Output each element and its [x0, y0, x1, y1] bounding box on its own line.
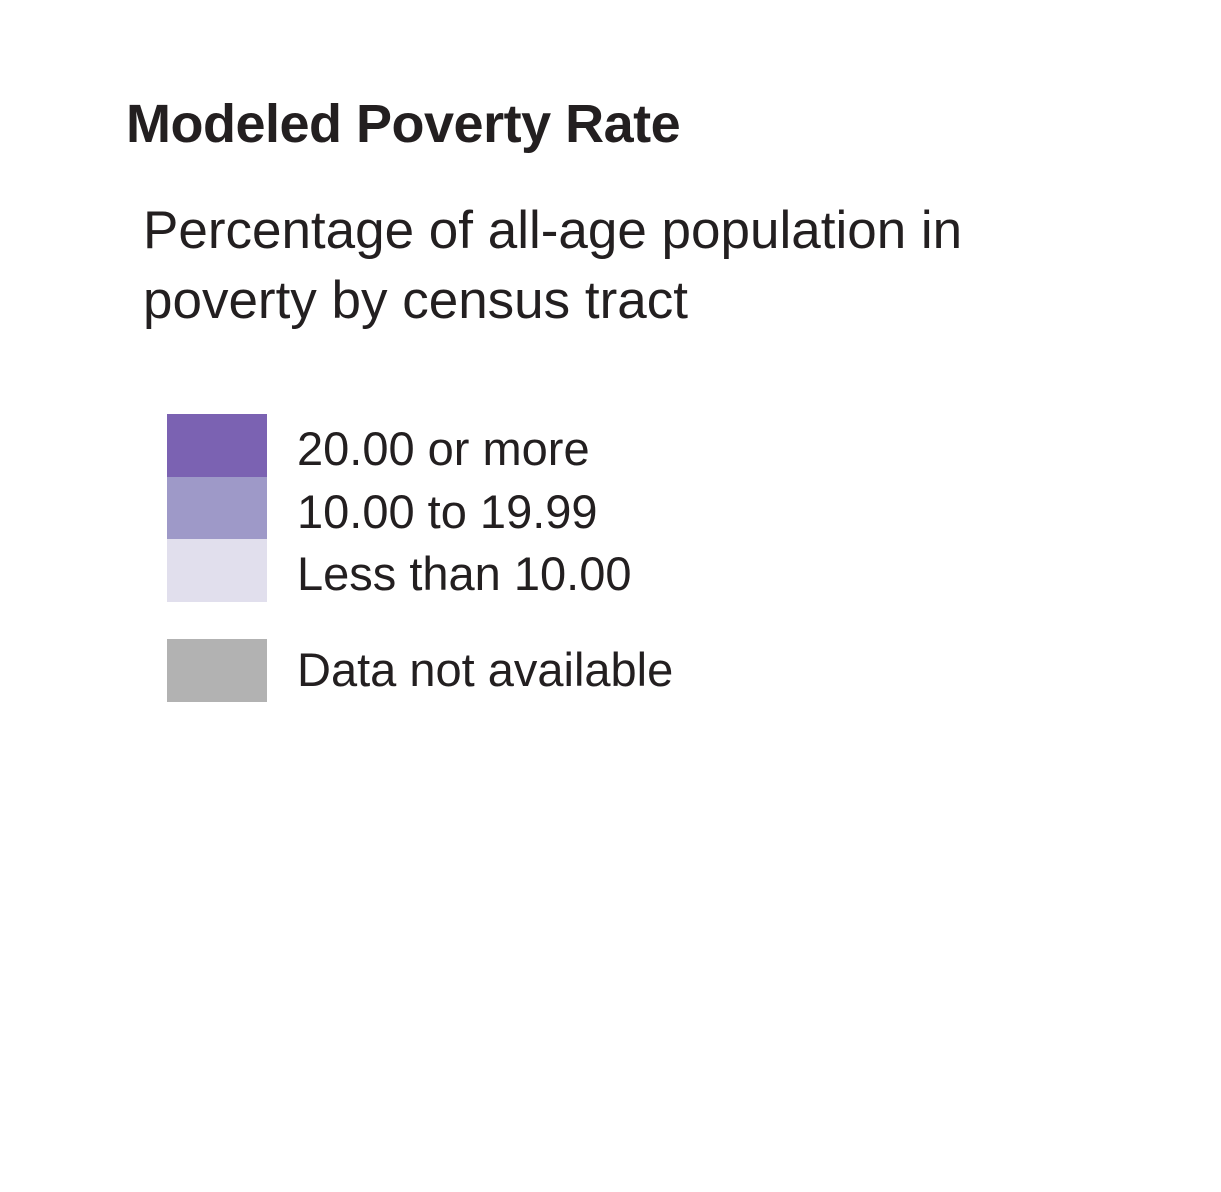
legend-label-high: 20.00 or more: [297, 422, 590, 475]
legend-swatch-medium: [167, 477, 267, 539]
legend-label-low: Less than 10.00: [297, 547, 632, 600]
legend-subtitle: Percentage of all-age population in pove…: [143, 196, 1123, 336]
legend-swatch-low: [167, 539, 267, 602]
legend-subtitle-line: Percentage of all-age population in: [143, 201, 963, 260]
legend-title: Modeled Poverty Rate: [126, 94, 681, 154]
legend-label-medium: 10.00 to 19.99: [297, 485, 598, 538]
legend-swatch-no-data: [167, 639, 267, 702]
legend-subtitle-line: poverty by census tract: [143, 271, 688, 330]
legend-swatch-high: [167, 414, 267, 477]
legend-label-no-data: Data not available: [297, 643, 674, 696]
